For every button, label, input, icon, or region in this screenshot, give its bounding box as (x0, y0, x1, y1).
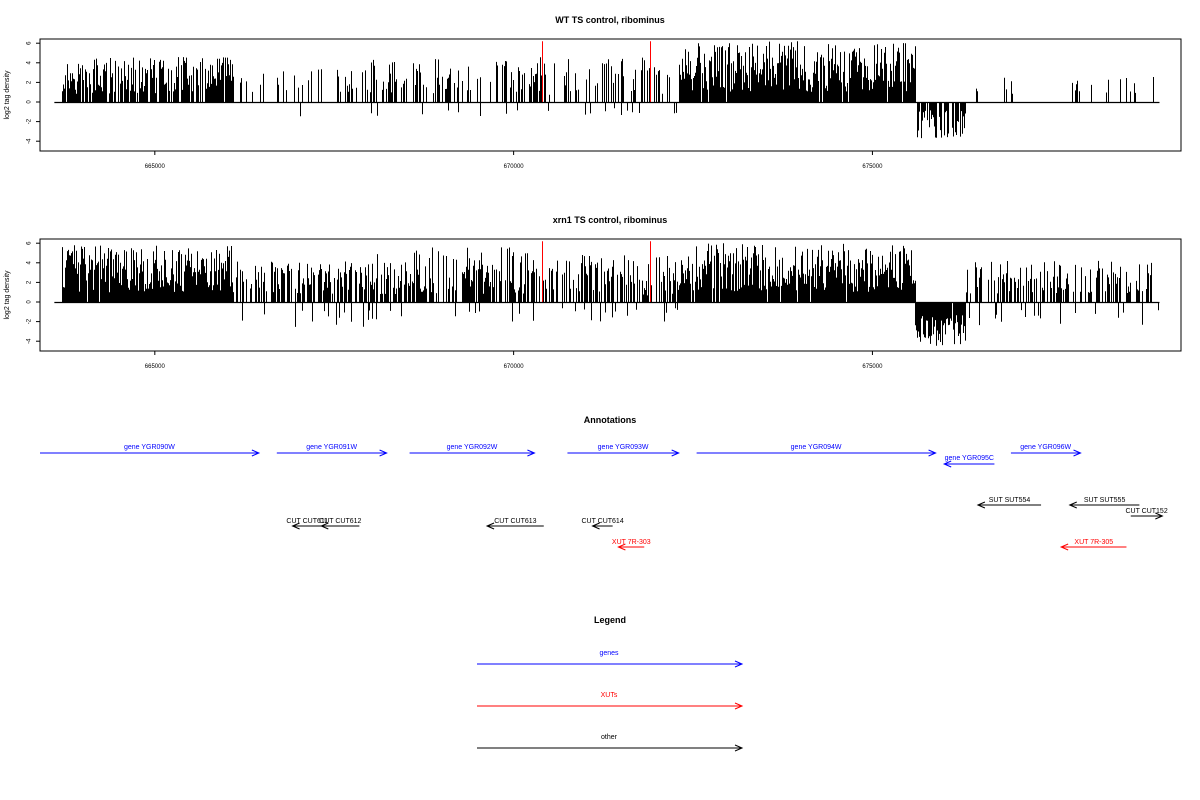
legend-arrow (477, 702, 744, 710)
feature-label: XUT 7R-305 (1074, 539, 1113, 546)
bar-series (62, 243, 1159, 346)
annotation-features: gene YGR090W gene YGR091W gene YGR092W gene… (40, 444, 1168, 551)
feature-arrow (40, 449, 261, 457)
feature-arrow (1059, 543, 1127, 551)
x-tick-label: 670000 (504, 164, 525, 170)
y-axis-label: log2 tag density (4, 70, 11, 120)
x-tick-label: 675000 (862, 364, 883, 370)
feature-label: gene YGR095C (945, 455, 994, 462)
marker-lines (542, 241, 651, 302)
y-tick-label: -2 (27, 118, 33, 124)
feature-arrow (1130, 512, 1164, 520)
feature-arrow (567, 449, 680, 457)
feature-arrow (320, 522, 360, 530)
y-tick-label: 0 (27, 300, 33, 304)
feature-label: XUT 7R-303 (612, 539, 651, 546)
legend-label: XUTs (601, 692, 618, 699)
y-axis: -4 -2 0 2 4 6 (27, 41, 41, 144)
y-tick-label: 4 (27, 60, 33, 64)
feature-arrow (1068, 501, 1140, 509)
feature-arrow (1010, 449, 1082, 457)
track-panel-xrn1: xrn1 TS control, ribominus log2 tag dens… (4, 215, 1182, 370)
legend: Legend genes XUTs other (477, 615, 744, 752)
legend-title: Legend (594, 615, 626, 625)
y-tick-label: 6 (27, 41, 33, 45)
feature-label: SUT SUT554 (989, 497, 1031, 504)
feature-arrow (276, 449, 388, 457)
panel-title: xrn1 TS control, ribominus (553, 215, 668, 225)
y-tick-label: 0 (27, 100, 33, 104)
x-tick-label: 665000 (145, 364, 166, 370)
legend-label: genes (599, 650, 619, 657)
track-panel-wt: WT TS control, ribominus log2 tag densit… (4, 15, 1182, 170)
feature-label: CUT CUT613 (494, 518, 536, 525)
annotation-track: Annotations gene YGR090W gene YGR091W gene… (40, 415, 1168, 551)
feature-label: gene YGR091W (306, 444, 357, 451)
feature-arrow (617, 543, 645, 551)
feature-arrow (976, 501, 1042, 509)
y-tick-label: 2 (27, 280, 33, 284)
feature-label: CUT CUT614 (581, 518, 623, 525)
feature-arrow (591, 522, 613, 530)
y-tick-label: 4 (27, 260, 33, 264)
y-axis: -4 -2 0 2 4 6 (27, 241, 41, 344)
x-tick-label: 665000 (145, 164, 166, 170)
feature-label: CUT CUT612 (319, 518, 361, 525)
feature-arrow (409, 449, 536, 457)
y-tick-label: 6 (27, 241, 33, 245)
y-tick-label: -4 (27, 138, 33, 144)
feature-label: gene YGR090W (124, 444, 175, 451)
y-tick-label: -4 (27, 338, 33, 344)
feature-label: CUT CUT152 (1125, 508, 1167, 515)
x-axis: 665000 670000 675000 (145, 150, 883, 170)
feature-label: SUT SUT555 (1084, 497, 1126, 504)
legend-arrow (477, 660, 744, 668)
feature-label: gene YGR092W (447, 444, 498, 451)
feature-arrow (696, 449, 937, 457)
legend-items: genes XUTs other (477, 650, 744, 752)
feature-arrow (942, 460, 995, 468)
bar-series (62, 41, 1154, 139)
y-axis-label: log2 tag density (4, 270, 11, 320)
y-tick-label: 2 (27, 80, 33, 84)
annotations-title: Annotations (584, 415, 637, 425)
feature-label: gene YGR094W (791, 444, 842, 451)
feature-arrow (485, 522, 544, 530)
feature-label: CUT CUT611 (286, 518, 328, 525)
feature-label: gene YGR096W (1020, 444, 1071, 451)
y-tick-label: -2 (27, 318, 33, 324)
x-tick-label: 675000 (862, 164, 883, 170)
panel-title: WT TS control, ribominus (555, 15, 665, 25)
marker-lines (542, 41, 651, 102)
legend-label: other (601, 734, 618, 741)
feature-label: gene YGR093W (598, 444, 649, 451)
feature-arrow (291, 522, 323, 530)
x-axis: 665000 670000 675000 (145, 350, 883, 370)
legend-arrow (477, 744, 744, 752)
x-tick-label: 670000 (504, 364, 525, 370)
